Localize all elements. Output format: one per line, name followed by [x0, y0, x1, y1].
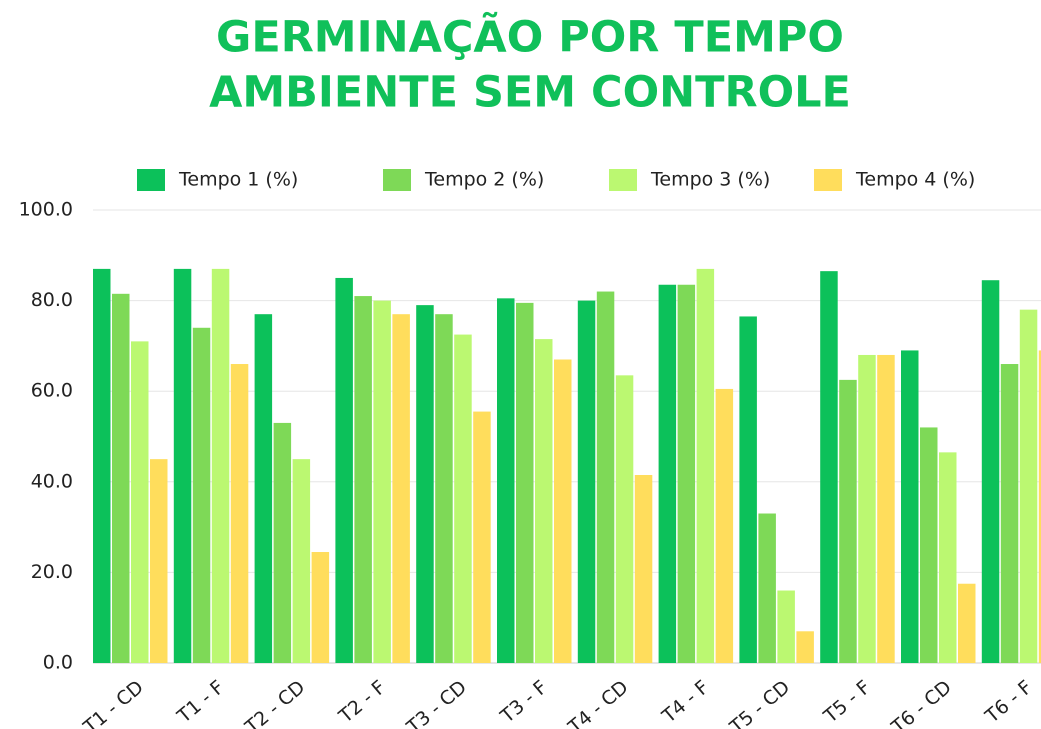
legend-swatch — [814, 169, 842, 191]
bar — [715, 388, 734, 663]
x-tick-label: T2 - CD — [240, 676, 309, 729]
legend-label: Tempo 2 (%) — [424, 169, 544, 191]
bar — [535, 339, 553, 663]
y-tick-label: 60.0 — [31, 380, 73, 402]
bar — [554, 359, 572, 663]
x-tick-label: T3 - F — [496, 676, 552, 728]
x-tick-label: T6 - CD — [887, 676, 956, 729]
bar — [739, 316, 757, 663]
bar — [173, 268, 192, 663]
bar — [131, 341, 149, 663]
bar — [1038, 350, 1041, 663]
bar — [877, 354, 895, 663]
x-tick-label: T1 - CD — [79, 676, 148, 729]
x-tick-label: T4 - F — [657, 676, 713, 728]
bar — [634, 475, 653, 663]
bar — [796, 631, 814, 663]
bar — [497, 298, 515, 663]
bar — [392, 314, 410, 663]
bar — [516, 302, 534, 663]
bar — [920, 427, 938, 663]
bar — [454, 334, 472, 663]
x-tick-label: T5 - F — [819, 676, 875, 728]
bar — [254, 314, 273, 663]
bar — [112, 293, 130, 663]
bar — [230, 364, 249, 663]
bar — [901, 350, 919, 663]
x-tick-label: T5 - CD — [725, 676, 794, 729]
bar — [354, 296, 372, 663]
x-tick-label: T2 - F — [334, 676, 390, 728]
bar — [596, 291, 615, 663]
bar — [311, 552, 330, 663]
y-tick-label: 100.0 — [19, 199, 73, 221]
legend-swatch — [609, 169, 637, 191]
bar — [211, 268, 230, 663]
bar — [839, 379, 857, 663]
bar — [958, 583, 976, 663]
bar — [777, 590, 795, 663]
bar — [373, 300, 391, 663]
bar — [577, 300, 596, 663]
bar — [820, 271, 838, 663]
bar — [1000, 364, 1019, 663]
bar — [435, 314, 453, 663]
x-tick-label: T1 - F — [173, 676, 229, 728]
bar — [93, 268, 111, 663]
bar — [615, 375, 634, 663]
chart-title: AMBIENTE SEM CONTROLE — [209, 68, 851, 118]
legend-label: Tempo 4 (%) — [855, 169, 975, 191]
bar — [858, 354, 876, 663]
chart-title: GERMINAÇÃO POR TEMPO — [216, 12, 844, 63]
legend-swatch — [383, 169, 411, 191]
bar — [677, 284, 696, 663]
x-tick-label: T4 - CD — [564, 676, 633, 729]
bar — [658, 284, 677, 663]
x-tick-label: T6 - F — [981, 676, 1037, 728]
y-tick-label: 80.0 — [31, 289, 73, 311]
legend-label: Tempo 1 (%) — [178, 169, 298, 191]
y-tick-label: 20.0 — [31, 561, 73, 583]
bar — [696, 268, 715, 663]
bar — [150, 459, 168, 663]
bar — [273, 422, 292, 663]
legend-swatch — [137, 169, 165, 191]
bar — [1019, 309, 1038, 663]
bar — [416, 305, 434, 663]
y-tick-label: 0.0 — [43, 652, 73, 674]
legend-label: Tempo 3 (%) — [650, 169, 770, 191]
x-tick-label: T3 - CD — [402, 676, 471, 729]
bar — [335, 277, 353, 663]
bar — [758, 513, 776, 663]
y-tick-label: 40.0 — [31, 470, 73, 492]
bar — [192, 327, 211, 663]
bar — [292, 459, 311, 663]
bar — [473, 411, 491, 663]
bar — [981, 280, 1000, 663]
bar — [939, 452, 957, 663]
